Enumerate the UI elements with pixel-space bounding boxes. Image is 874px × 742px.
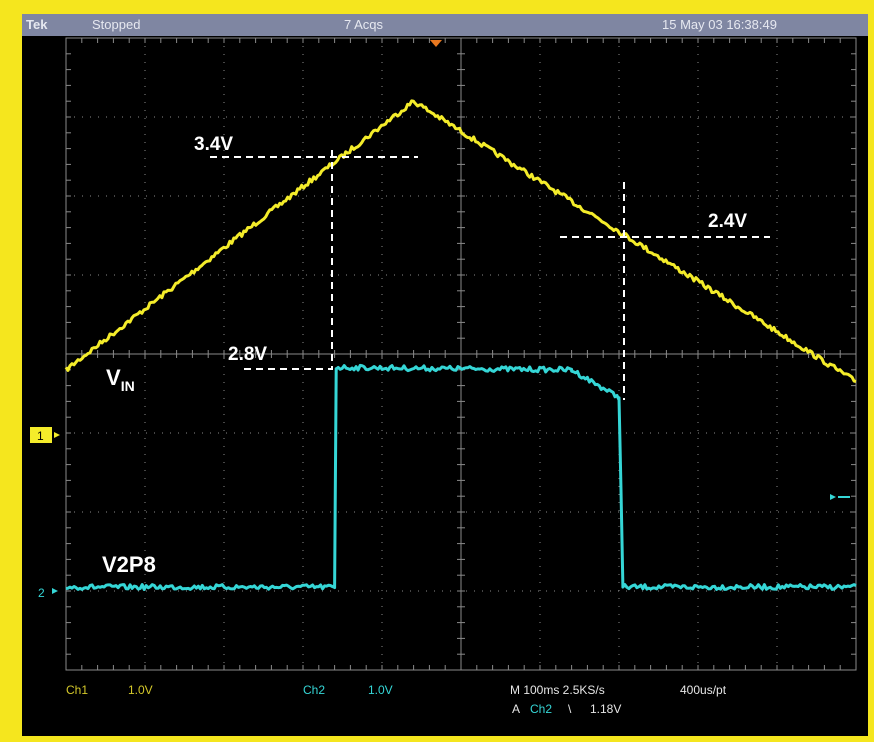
record-length-readout: 400us/pt bbox=[680, 683, 727, 697]
ch1-scale: 1.0V bbox=[128, 683, 153, 697]
status-bar: Tek Stopped 7 Acqs 15 May 03 16:38:49 bbox=[22, 14, 868, 36]
annotation-ch1-rising-threshold: 3.4V bbox=[194, 134, 233, 155]
series-label-vin-main: V bbox=[106, 365, 121, 390]
brand-label: Tek bbox=[26, 17, 48, 32]
series-label-vin: VIN bbox=[106, 365, 135, 394]
trigger-source: Ch2 bbox=[530, 702, 552, 716]
trigger-level: 1.18V bbox=[590, 702, 621, 716]
series-label-vin-sub: IN bbox=[121, 378, 135, 394]
ch2-marker-label: 2 bbox=[38, 586, 45, 600]
timebase-readout: M 100ms 2.5KS/s bbox=[510, 683, 605, 697]
trigger-prefix: A bbox=[512, 702, 520, 716]
graticule bbox=[65, 37, 857, 671]
acquisition-status: Stopped bbox=[92, 17, 141, 32]
scope-screen bbox=[22, 14, 868, 736]
date-time: 15 May 03 16:38:49 bbox=[662, 17, 777, 32]
ch2-ground-marker: 2 bbox=[38, 586, 58, 600]
traces bbox=[64, 99, 857, 591]
ch1-ground-marker: 1 bbox=[30, 427, 60, 443]
ch1-marker-label: 1 bbox=[37, 429, 44, 443]
ch2-label: Ch2 bbox=[303, 683, 325, 697]
trigger-position-marker bbox=[430, 40, 442, 47]
trace-ch1 bbox=[64, 99, 857, 383]
cursor-lines bbox=[210, 150, 770, 400]
ch1-label: Ch1 bbox=[66, 683, 88, 697]
annotation-ch1-falling-threshold: 2.4V bbox=[708, 211, 747, 232]
trigger-slope-icon: \ bbox=[568, 702, 572, 716]
trace-ch2 bbox=[65, 363, 857, 591]
series-label-v2p8: V2P8 bbox=[102, 552, 156, 577]
trigger-level-marker bbox=[830, 494, 850, 500]
acquisition-count: 7 Acqs bbox=[344, 17, 384, 32]
ch2-scale: 1.0V bbox=[368, 683, 393, 697]
annotation-ch2-high-level: 2.8V bbox=[228, 344, 267, 365]
